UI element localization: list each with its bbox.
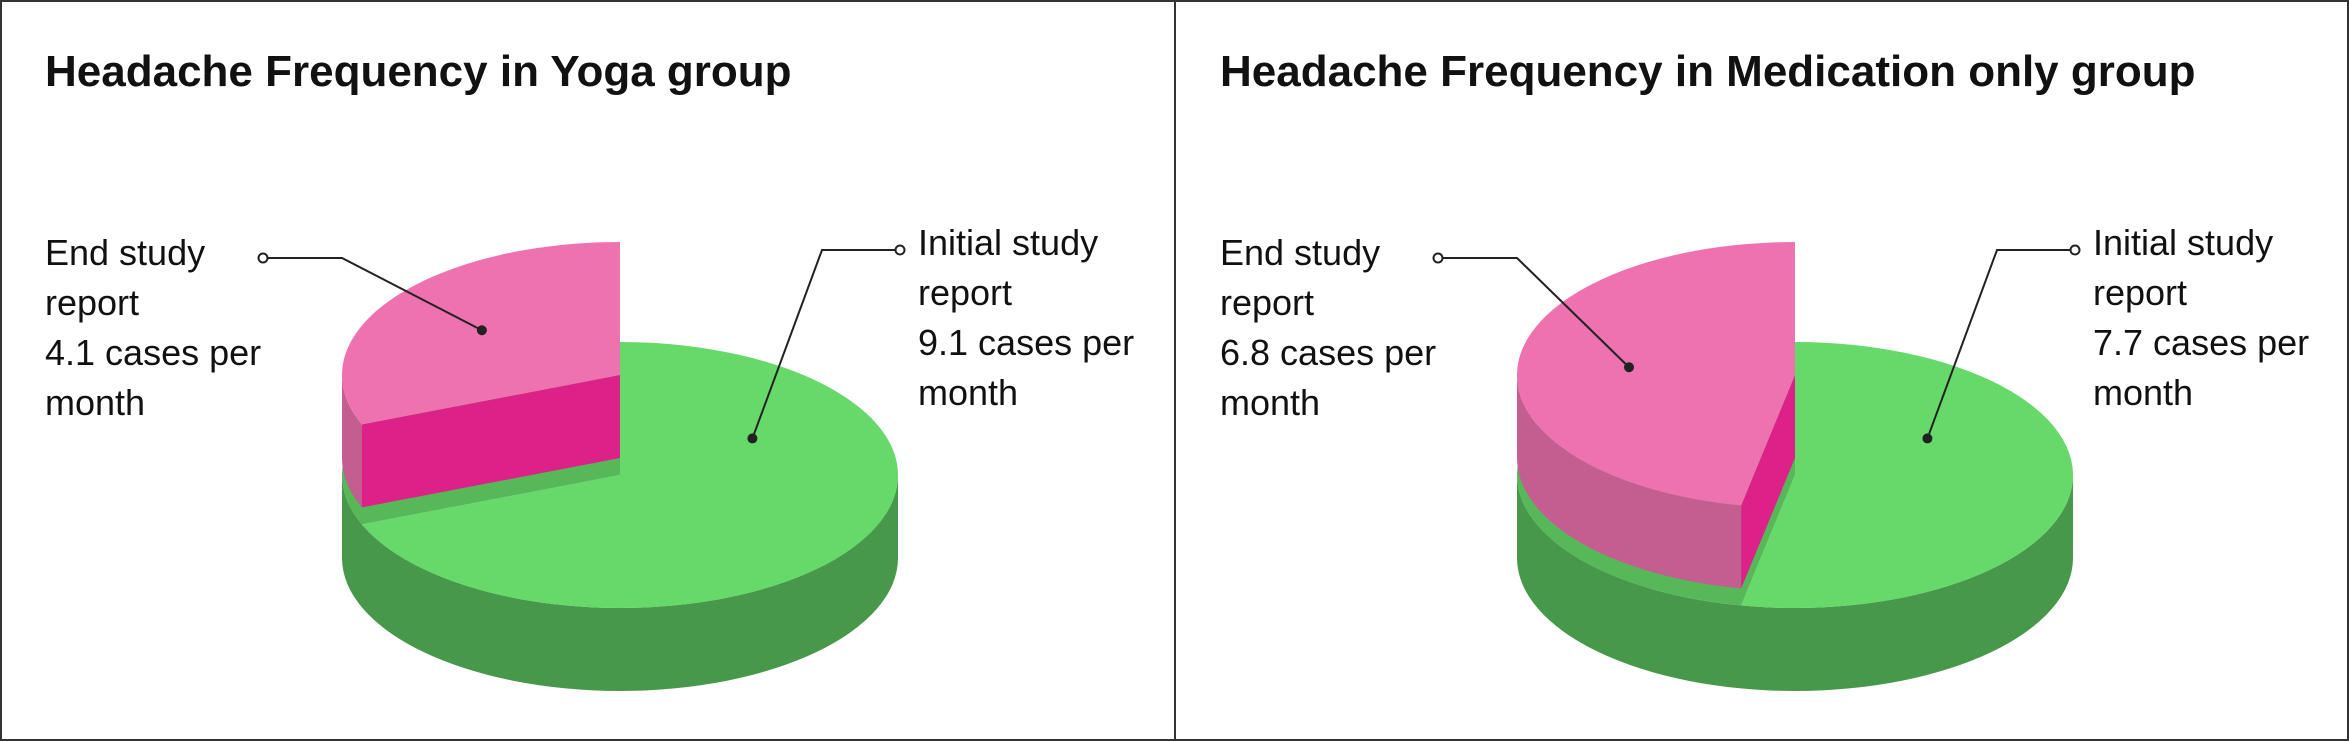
slice-side bbox=[1741, 375, 1795, 589]
leader-dot bbox=[476, 325, 487, 336]
slice-label: Initial study report 9.1 cases per month bbox=[918, 218, 1163, 418]
slice-side bbox=[342, 475, 898, 691]
slice-side bbox=[1517, 375, 1742, 589]
leader-line bbox=[263, 257, 483, 332]
leader-end bbox=[1432, 252, 1444, 264]
chart-title: Headache Frequency in Yoga group bbox=[45, 47, 792, 96]
slice-label: Initial study report 7.7 cases per month bbox=[2093, 218, 2338, 418]
slice-top bbox=[1516, 242, 1795, 506]
value-label: 6.8 cases per month bbox=[1220, 332, 1437, 423]
pie-chart: Headache Frequency in Medication only gr… bbox=[1220, 47, 2196, 691]
leader-line bbox=[751, 249, 900, 439]
value-label: 7.7 cases per month bbox=[2093, 322, 2310, 413]
category-label: End study report bbox=[1220, 232, 1381, 323]
pie-chart: Headache Frequency in Yoga group bbox=[45, 47, 906, 691]
category-label: End study report bbox=[45, 232, 206, 323]
leader-dot bbox=[1922, 433, 1933, 444]
slice-side bbox=[361, 375, 620, 508]
chart-title: Headache Frequency in Medication only gr… bbox=[1220, 47, 2196, 96]
value-label: 4.1 cases per month bbox=[45, 332, 262, 423]
leader-end bbox=[894, 244, 906, 256]
leader-line bbox=[1438, 257, 1630, 368]
slice-side bbox=[1517, 475, 2073, 691]
slice-top bbox=[1741, 342, 2074, 608]
leader-dot bbox=[1623, 362, 1634, 373]
leader-dot bbox=[747, 433, 758, 444]
leader-end bbox=[2069, 244, 2081, 256]
leader-end bbox=[257, 252, 269, 264]
category-label: Initial study report bbox=[918, 222, 1099, 313]
slice-label: End study report 4.1 cases per month bbox=[45, 228, 290, 428]
category-label: Initial study report bbox=[2093, 222, 2274, 313]
value-label: 9.1 cases per month bbox=[918, 322, 1135, 413]
slice-label: End study report 6.8 cases per month bbox=[1220, 228, 1465, 428]
slice-side bbox=[342, 375, 362, 508]
leader-line bbox=[1926, 249, 2075, 439]
